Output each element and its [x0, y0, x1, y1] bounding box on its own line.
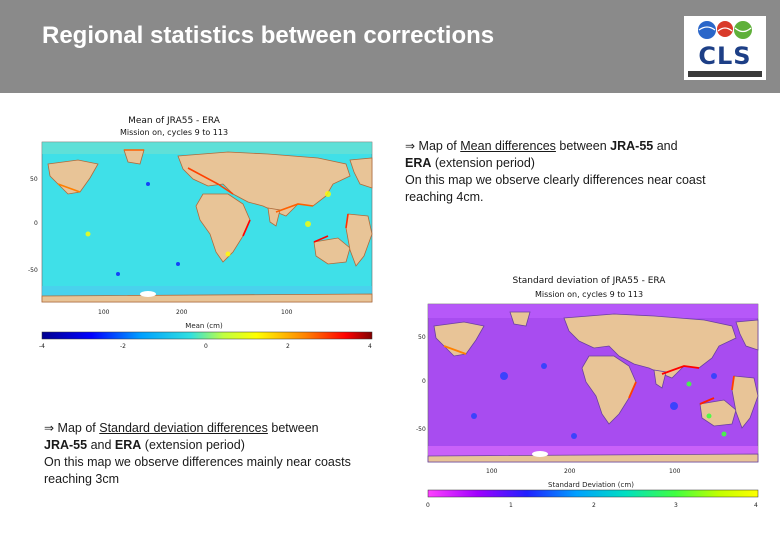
slide-header: Regional statistics between corrections … [0, 0, 780, 93]
mean-lon-tick: 100 [98, 309, 110, 316]
std-map-image [427, 303, 759, 498]
logo-text: CLS [698, 42, 752, 70]
mean-differences-link: Mean differences [460, 139, 556, 153]
cls-logo: CLS [684, 16, 766, 80]
mean-lat-tick: 50 [30, 176, 38, 183]
note-text: (extension period) [144, 438, 245, 452]
mean-map-title: Mean of JRA55 - ERA [128, 116, 220, 126]
mean-map-image [41, 141, 373, 340]
mean-lat-tick: -50 [28, 267, 38, 274]
std-map-figure: Standard deviation of JRA55 - ERA Missio… [414, 276, 768, 514]
implies-arrow-icon: ⇒ [405, 139, 416, 153]
note-text: Map of [418, 139, 457, 153]
note-observation: On this map we observe differences mainl… [44, 455, 351, 486]
dataset-jra55: JRA-55 [610, 139, 654, 153]
mean-lon-tick: 200 [176, 309, 188, 316]
std-colorbar-label: Standard Deviation (cm) [548, 481, 634, 489]
slide-title: Regional statistics between corrections [42, 22, 495, 49]
mean-map-note: ⇒ Map of Mean differences between JRA-55… [405, 138, 725, 206]
note-text: Map of [57, 421, 96, 435]
dataset-jra55: JRA-55 [44, 438, 88, 452]
std-cb-tick: 2 [592, 502, 596, 509]
std-cb-tick: 3 [674, 502, 678, 509]
logo-globes-icon [698, 21, 752, 39]
std-cb-tick: 0 [426, 502, 430, 509]
dataset-era: ERA [405, 156, 432, 170]
std-lat-tick: 0 [422, 378, 426, 385]
mean-lon-tick: 100 [281, 309, 293, 316]
mean-cb-tick: 2 [286, 343, 290, 350]
mean-colorbar-label: Mean (cm) [185, 322, 223, 330]
std-map-subtitle: Mission on, cycles 9 to 113 [534, 290, 644, 299]
note-text: and [90, 438, 112, 452]
dataset-era: ERA [114, 438, 142, 452]
note-text: between [271, 421, 319, 435]
mean-cb-tick: 0 [204, 343, 208, 350]
mean-map-figure: Mean of JRA55 - ERA Mission on, cycles 9… [28, 116, 380, 356]
std-lon-tick: 200 [564, 468, 576, 475]
implies-arrow-icon: ⇒ [44, 421, 55, 435]
note-text: between [559, 139, 607, 153]
mean-cb-tick: -2 [120, 343, 126, 350]
mean-cb-tick: -4 [39, 343, 45, 350]
mean-cb-tick: 4 [368, 343, 372, 350]
std-cb-tick: 1 [509, 502, 513, 509]
note-text: and [656, 139, 678, 153]
std-cb-tick: 4 [754, 502, 758, 509]
std-differences-link: Standard deviation differences [99, 421, 268, 435]
std-lat-tick: 50 [418, 334, 426, 341]
std-lon-tick: 100 [486, 468, 498, 475]
std-map-title: Standard deviation of JRA55 - ERA [512, 276, 666, 286]
note-observation: On this map we observe clearly differenc… [405, 173, 706, 204]
std-map-note: ⇒ Map of Standard deviation differences … [44, 420, 374, 488]
logo-tagline-strip [688, 71, 762, 77]
std-lat-tick: -50 [416, 426, 426, 433]
mean-lat-tick: 0 [34, 220, 38, 227]
std-lon-tick: 100 [669, 468, 681, 475]
note-text: (extension period) [434, 156, 535, 170]
mean-map-subtitle: Mission on, cycles 9 to 113 [119, 128, 229, 137]
